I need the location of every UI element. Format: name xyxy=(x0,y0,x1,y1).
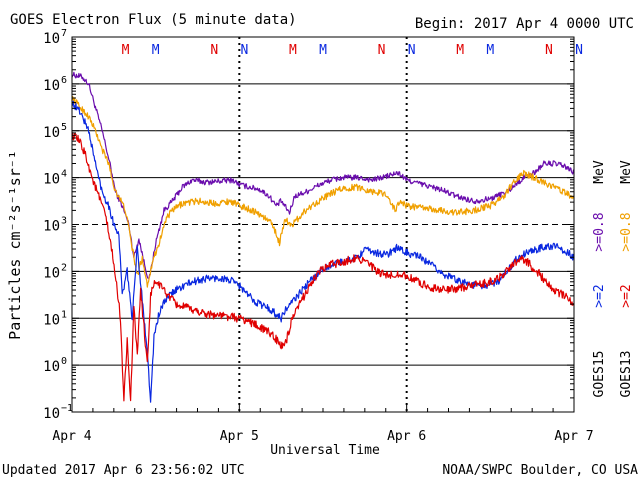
x-tick-label: Apr 4 xyxy=(52,429,91,444)
begin-time: Begin: 2017 Apr 4 0000 UTC xyxy=(415,16,634,32)
y-tick-label: 10 xyxy=(43,265,60,281)
x-tick-label: Apr 7 xyxy=(554,429,593,444)
y-tick-label: 10 xyxy=(43,312,60,328)
y-tick-exponent: 6 xyxy=(61,75,67,86)
series-goes15-0-8-mev xyxy=(71,71,575,279)
legend-goes15: GOES15 xyxy=(592,351,607,398)
marker-label: N xyxy=(210,43,218,58)
marker-label: N xyxy=(378,43,386,58)
marker-label: M xyxy=(486,43,494,58)
series-goes13-2-mev xyxy=(71,132,575,402)
y-tick-exponent: −1 xyxy=(61,403,73,414)
right-legend: GOES15 >=2 >=0.8 MeV GOES13 >=2 >=0.8 Me… xyxy=(592,160,634,397)
x-tick-label: Apr 5 xyxy=(220,429,259,444)
updated-timestamp: Updated 2017 Apr 6 23:56:02 UTC xyxy=(2,463,245,478)
y-tick-exponent: 5 xyxy=(61,122,67,133)
x-tick-label: Apr 6 xyxy=(387,429,426,444)
y-tick-label: 10 xyxy=(43,359,60,375)
y-axis-label: Particles cm⁻²s⁻¹sr⁻¹ xyxy=(6,150,24,340)
credit-text: NOAA/SWPC Boulder, CO USA xyxy=(442,463,638,478)
legend-mev-1: MeV xyxy=(592,160,607,184)
y-tick-label: 10 xyxy=(43,125,60,141)
marker-label: M xyxy=(456,43,464,58)
y-tick-label: 10 xyxy=(43,31,60,47)
y-tick-exponent: 3 xyxy=(61,216,67,227)
y-tick-exponent: 2 xyxy=(61,262,67,273)
x-axis-label: Universal Time xyxy=(270,443,380,458)
y-tick-exponent: 0 xyxy=(61,356,67,367)
y-tick-label: 10 xyxy=(43,406,60,422)
marker-label: M xyxy=(289,43,297,58)
legend-goes13-ge08: >=0.8 xyxy=(619,212,634,251)
y-tick-exponent: 7 xyxy=(61,28,67,39)
chart-title: GOES Electron Flux (5 minute data) xyxy=(10,12,297,28)
series-layer xyxy=(71,71,575,403)
marker-label: N xyxy=(240,43,248,58)
marker-label: N xyxy=(408,43,416,58)
y-tick-exponent: 4 xyxy=(61,169,67,180)
y-tick-exponent: 1 xyxy=(61,309,67,320)
marker-label: M xyxy=(319,43,327,58)
marker-label: N xyxy=(575,43,583,58)
legend-goes13: GOES13 xyxy=(619,351,634,398)
marker-label: M xyxy=(122,43,130,58)
marker-label: M xyxy=(152,43,160,58)
y-tick-label: 10 xyxy=(43,219,60,235)
plot-grid xyxy=(72,37,574,412)
legend-goes13-ge2: >=2 xyxy=(619,284,634,307)
series-goes13-0-8-mev xyxy=(71,95,575,288)
y-tick-label: 10 xyxy=(43,78,60,94)
legend-goes15-ge08: >=0.8 xyxy=(592,212,607,251)
y-tick-label: 10 xyxy=(43,172,60,188)
x-axis-ticks: Apr 4 Apr 5 Apr 6 Apr 7 xyxy=(52,404,594,444)
marker-label: N xyxy=(545,43,553,58)
legend-mev-2: MeV xyxy=(619,160,634,184)
legend-goes15-ge2: >=2 xyxy=(592,284,607,307)
